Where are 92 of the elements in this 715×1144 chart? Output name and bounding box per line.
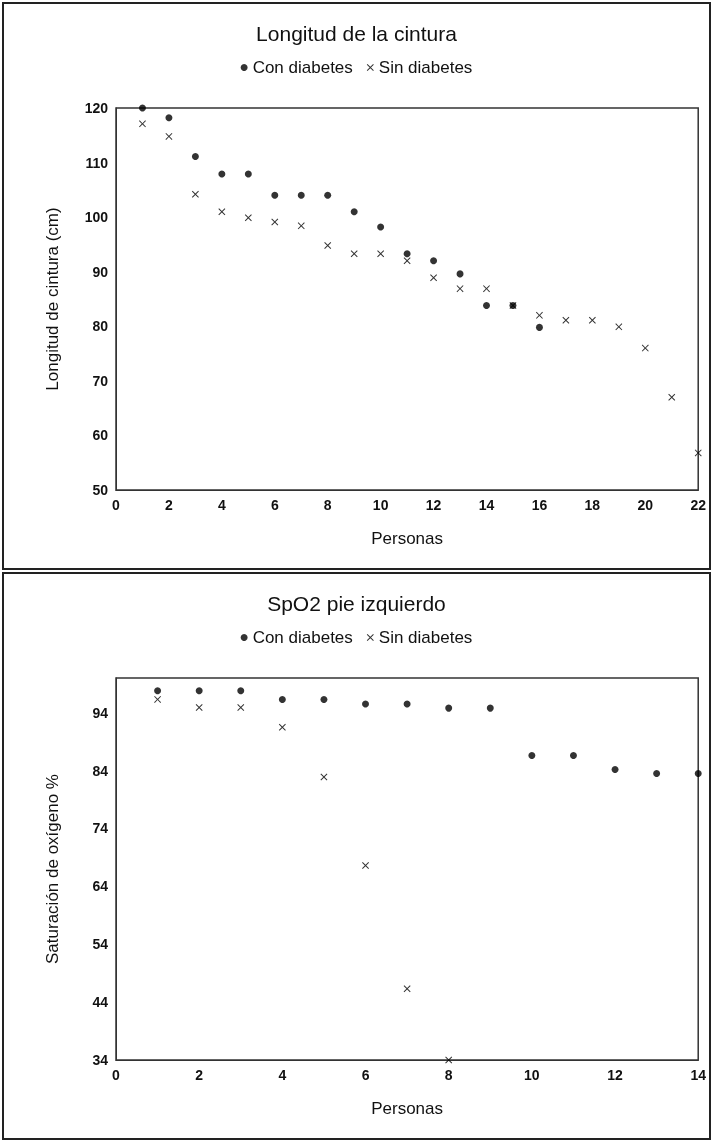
y-tick-label: 50 xyxy=(92,482,109,498)
x-tick-label: 4 xyxy=(278,1067,287,1083)
point xyxy=(244,170,252,178)
point xyxy=(138,104,146,112)
x-tick-label: 0 xyxy=(112,497,121,513)
point xyxy=(138,120,146,128)
point xyxy=(486,704,494,712)
x-tick-label: 10 xyxy=(372,497,389,513)
point xyxy=(445,1056,453,1064)
y-tick-label: 60 xyxy=(92,427,109,444)
y-tick-label: 100 xyxy=(84,209,109,226)
y-tick-label: 74 xyxy=(92,820,109,837)
x-tick-label: 16 xyxy=(531,497,548,513)
point xyxy=(483,302,490,310)
point xyxy=(165,114,173,122)
point xyxy=(362,700,370,708)
point xyxy=(297,191,305,199)
chart-title: SpO2 pie izquierdo xyxy=(267,592,446,615)
legend-label: Con diabetes xyxy=(252,58,353,77)
y-tick-label: 64 xyxy=(92,878,109,895)
x-tick-label: 18 xyxy=(584,497,601,513)
y-tick-label: 54 xyxy=(92,936,109,953)
point xyxy=(694,449,702,457)
x-axis-title: Personas xyxy=(371,529,444,548)
legend-label: Sin diabetes xyxy=(378,628,473,647)
legend-label: Sin diabetes xyxy=(378,58,473,77)
x-tick-label: 0 xyxy=(112,1067,121,1083)
point xyxy=(154,687,162,695)
legend-label: Con diabetes xyxy=(252,628,353,647)
point xyxy=(456,285,464,293)
x-tick-label: 14 xyxy=(690,1067,707,1083)
y-tick-label: 84 xyxy=(92,762,109,779)
y-tick-label: 94 xyxy=(92,704,109,721)
y-tick-label: 44 xyxy=(92,994,109,1011)
point xyxy=(569,752,577,760)
x-tick-label: 10 xyxy=(524,1067,540,1083)
point xyxy=(195,704,203,712)
point xyxy=(445,704,453,712)
x-axis-title: Personas xyxy=(371,1099,444,1118)
point xyxy=(535,323,543,331)
y-axis-title: Longitud de cintura (cm) xyxy=(43,207,62,391)
point xyxy=(195,687,203,695)
point xyxy=(191,190,199,198)
y-tick-label: 80 xyxy=(92,318,109,335)
point xyxy=(237,687,245,695)
x-tick-label: 8 xyxy=(323,497,332,513)
x-tick-label: 12 xyxy=(425,497,442,513)
point xyxy=(668,393,676,401)
chart-title: Longitud de la cintura xyxy=(256,22,458,45)
point xyxy=(403,250,411,258)
x-tick-label: 6 xyxy=(270,497,279,513)
point xyxy=(430,257,438,265)
point xyxy=(297,222,305,230)
point xyxy=(278,723,286,731)
y-tick-label: 120 xyxy=(84,100,109,116)
x-tick-label: 20 xyxy=(637,497,654,513)
y-axis-title: Saturación de oxígeno % xyxy=(43,774,62,964)
point xyxy=(218,208,226,216)
y-tick-label: 90 xyxy=(92,263,109,280)
y-tick-label: 70 xyxy=(92,372,109,389)
point xyxy=(615,323,623,331)
point xyxy=(403,257,411,265)
point xyxy=(271,191,279,199)
x-tick-label: 6 xyxy=(361,1067,370,1083)
y-tick-label: 110 xyxy=(85,154,109,171)
y-tick-label: 34 xyxy=(92,1052,109,1068)
point xyxy=(350,250,358,258)
point xyxy=(350,208,358,216)
point xyxy=(244,214,252,222)
x-tick-label: 12 xyxy=(607,1067,624,1083)
point xyxy=(641,344,649,352)
x-tick-label: 2 xyxy=(195,1067,204,1083)
point xyxy=(653,770,661,777)
point xyxy=(324,191,332,199)
x-tick-label: 2 xyxy=(165,497,174,513)
point xyxy=(278,695,286,703)
point xyxy=(191,153,199,161)
x-tick-label: 4 xyxy=(217,497,226,513)
point xyxy=(403,985,411,993)
point xyxy=(165,132,173,140)
point xyxy=(528,752,536,760)
x-tick-label: 22 xyxy=(690,497,707,513)
x-tick-label: 8 xyxy=(444,1067,453,1083)
point xyxy=(377,223,385,231)
point xyxy=(588,316,596,324)
point xyxy=(377,250,385,258)
point xyxy=(320,695,328,703)
x-tick-label: 14 xyxy=(478,497,495,513)
point xyxy=(218,170,226,178)
point xyxy=(694,770,702,777)
point xyxy=(562,316,570,324)
point xyxy=(611,765,619,773)
